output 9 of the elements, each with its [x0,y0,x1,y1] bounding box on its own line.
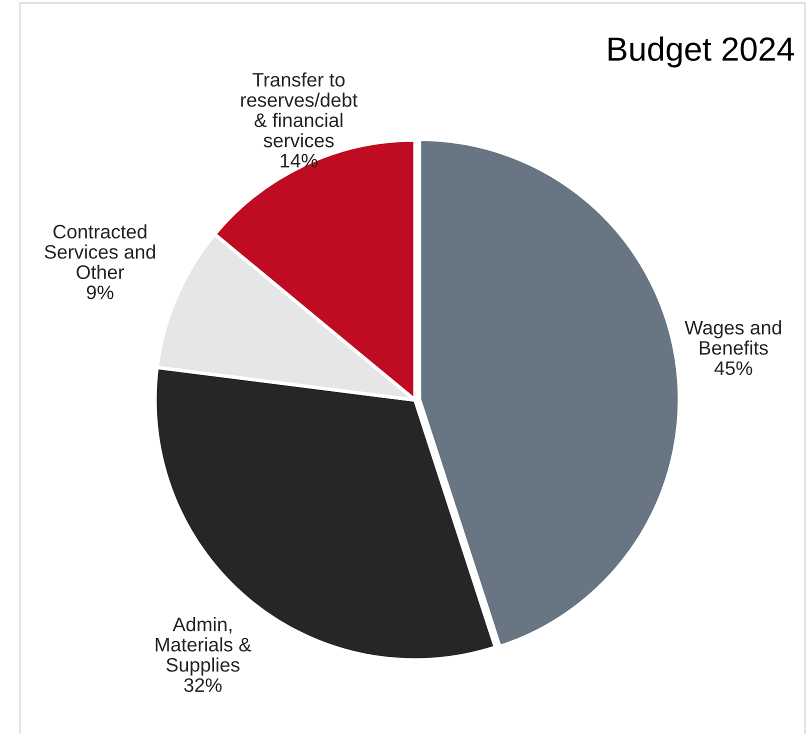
slice-label: Wages and Benefits [684,320,781,355]
chart-title: Budget 2024 [608,36,794,68]
slice-label: Admin, Materials & Supplies [156,617,252,676]
slice-label: Contracted Services and Other [44,224,155,280]
data-label: 14% [280,154,318,168]
data-label: 32% [184,678,222,692]
data-label: 45% [714,361,752,376]
slice-label: Transfer to reserves/debt & financial services [241,72,358,148]
data-label: 9% [86,286,114,300]
